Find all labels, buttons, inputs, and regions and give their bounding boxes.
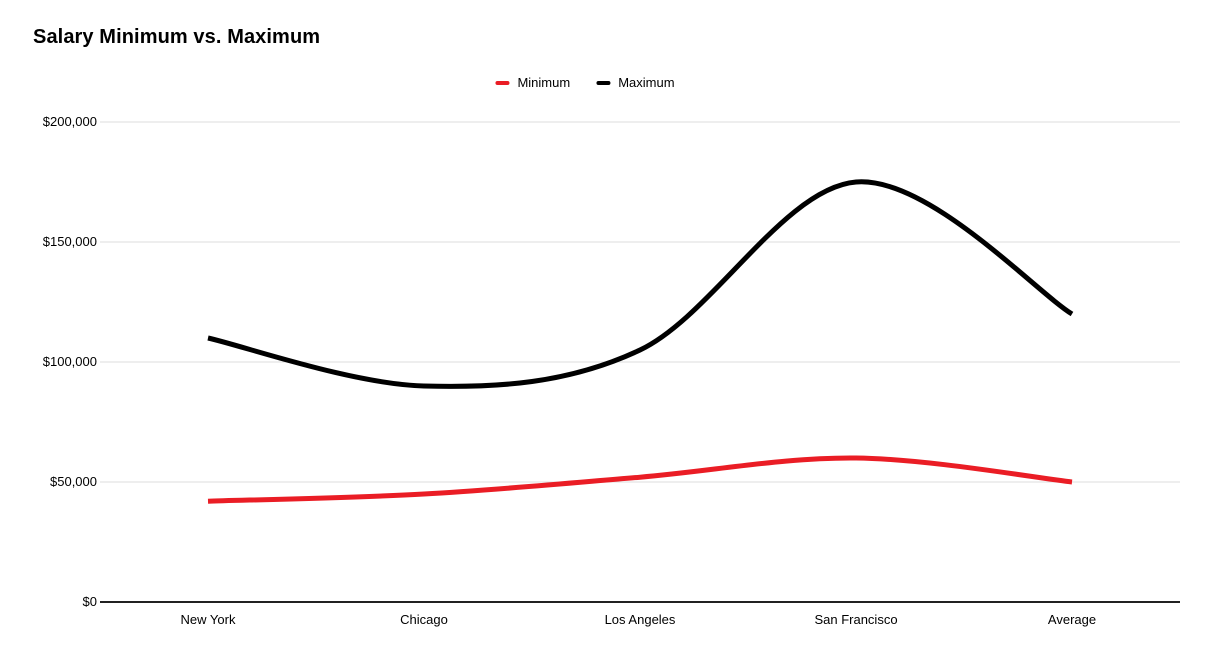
chart-title: Salary Minimum vs. Maximum xyxy=(33,26,321,48)
x-category-label: Average xyxy=(1047,612,1097,627)
y-tick-label: $200,000 xyxy=(42,114,97,129)
series-line-minimum xyxy=(207,455,1073,504)
y-tick-label: $50,000 xyxy=(50,474,97,489)
minimum-series-swatch-icon xyxy=(495,80,510,85)
x-category-label: San Francisco xyxy=(814,612,898,627)
legend-label-minimum: Minimum xyxy=(517,75,571,90)
y-tick-label: $0 xyxy=(82,594,97,609)
legend-label-maximum: Maximum xyxy=(618,75,675,90)
maximum-series-swatch-icon xyxy=(596,80,611,85)
x-category-label: Los Angeles xyxy=(604,612,676,627)
legend-item-minimum[interactable]: Minimum xyxy=(495,75,570,90)
y-tick-label: $150,000 xyxy=(42,234,97,249)
chart-legend: Minimum Maximum xyxy=(495,75,675,90)
x-category-label: Chicago xyxy=(400,612,448,627)
legend-item-maximum[interactable]: Maximum xyxy=(596,75,675,90)
y-tick-label: $100,000 xyxy=(42,354,97,369)
series-line-maximum xyxy=(207,179,1074,389)
x-category-label: New York xyxy=(180,612,236,627)
